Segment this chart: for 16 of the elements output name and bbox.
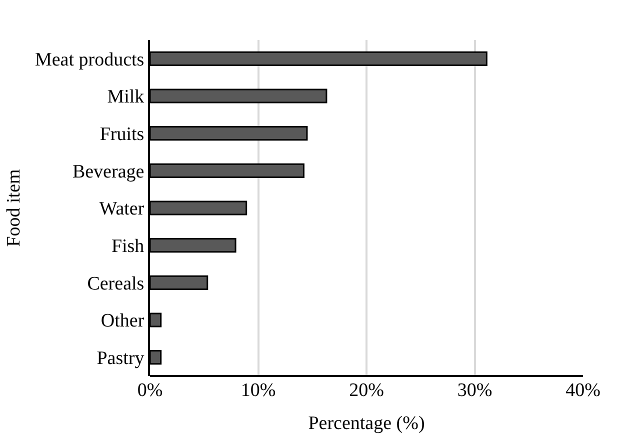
y-tick-label: Other (100, 310, 145, 332)
y-axis-title: Food item (3, 168, 24, 247)
y-tick-label: Milk (107, 86, 145, 108)
x-axis-title: Percentage (%) (308, 412, 425, 434)
x-tick-label: 40% (566, 380, 601, 401)
y-tick-label: Pastry (96, 348, 145, 369)
y-tick-label: Water (99, 198, 145, 220)
x-tick-label: 0% (137, 380, 163, 401)
y-tick-label: Cereals (87, 273, 144, 294)
y-tick-label: Fruits (100, 124, 144, 145)
y-tick-label: Fish (111, 236, 145, 257)
x-tick-label: 20% (349, 380, 384, 401)
x-tick-label: 30% (457, 380, 492, 401)
y-tick-label: Beverage (72, 161, 144, 182)
x-tick-label: 10% (240, 380, 276, 401)
y-tick-label: Meat products (34, 49, 144, 70)
